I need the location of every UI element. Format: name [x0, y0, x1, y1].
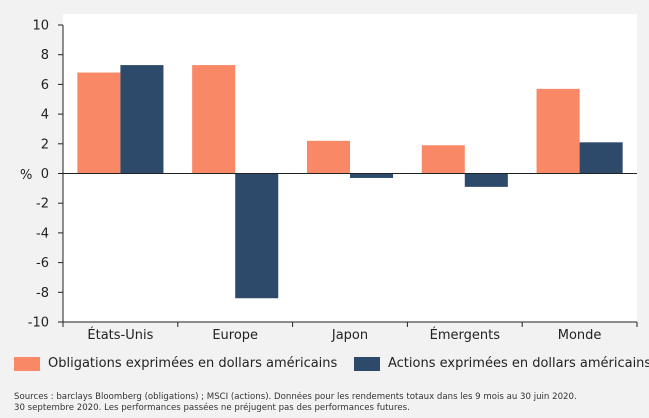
legend-item-equities: Actions exprimées en dollars américains — [354, 356, 649, 371]
y-tick-labels: 10 8 6 4 2 0 -2 -4 -6 -8 -10 — [28, 19, 63, 331]
y-axis-label: % — [20, 168, 32, 183]
y-tick-label-2: 6 — [41, 78, 49, 93]
bar-chart-plot: 10 8 6 4 2 0 -2 -4 -6 -8 -10 États-Unis Europe Japon… — [20, 14, 638, 343]
bar-equities-0 — [120, 65, 164, 174]
legend-item-bonds: Obligations exprimées en dollars américa… — [14, 356, 337, 371]
y-tick-label-0: 10 — [32, 19, 49, 34]
y-tick-label-1: 8 — [41, 48, 49, 63]
bar-bonds-3 — [421, 145, 465, 174]
bar-equities-1 — [235, 173, 279, 299]
bars — [77, 65, 623, 299]
x-category-labels: États-Unis Europe Japon Émergents Monde — [87, 327, 601, 343]
y-tick-label-5: 0 — [41, 167, 49, 182]
sources-line-1: Sources : barclays Bloomberg (obligation… — [14, 392, 577, 402]
y-tick-label-4: 2 — [41, 137, 49, 152]
legend: Obligations exprimées en dollars américa… — [14, 356, 649, 378]
bar-equities-3 — [464, 173, 508, 187]
x-category-label-4: Monde — [558, 328, 602, 343]
bar-equities-4 — [579, 142, 623, 174]
bar-equities-2 — [350, 173, 394, 178]
bar-bonds-4 — [536, 88, 580, 174]
x-category-label-0: États-Unis — [87, 327, 153, 343]
legend-swatch-bonds — [14, 356, 40, 371]
legend-label-equities: Actions exprimées en dollars américains — [388, 356, 649, 371]
x-category-label-2: Japon — [331, 328, 368, 343]
x-category-label-1: Europe — [212, 328, 258, 343]
x-category-label-3: Émergents — [430, 327, 501, 343]
sources-line-2: 30 septembre 2020. Les performances pass… — [14, 403, 410, 413]
y-tick-label-3: 4 — [41, 108, 49, 123]
y-tick-label-8: -6 — [36, 256, 49, 271]
legend-swatch-equities — [354, 356, 380, 371]
y-tick-label-9: -8 — [36, 286, 49, 301]
bar-bonds-1 — [192, 65, 236, 174]
y-tick-label-6: -2 — [36, 197, 49, 212]
bar-bonds-0 — [77, 72, 121, 174]
bar-bonds-2 — [306, 140, 350, 174]
y-tick-label-7: -4 — [36, 226, 49, 241]
y-tick-label-10: -10 — [28, 316, 49, 331]
sources-note: Sources : barclays Bloomberg (obligation… — [14, 392, 644, 414]
legend-label-bonds: Obligations exprimées en dollars américa… — [48, 356, 338, 371]
